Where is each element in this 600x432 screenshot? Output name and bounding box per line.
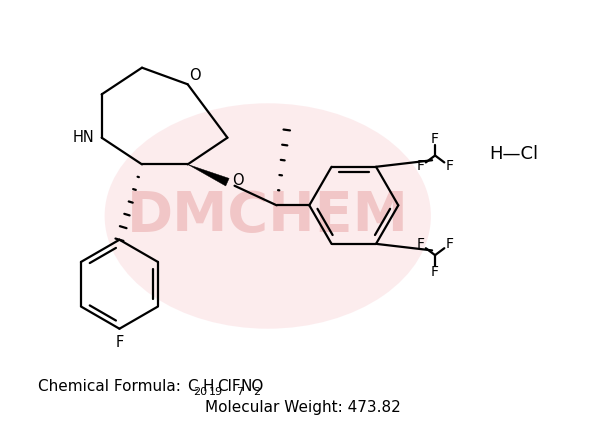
Text: F: F (417, 238, 425, 251)
Text: C: C (187, 379, 198, 394)
Text: DMCHEM: DMCHEM (127, 189, 409, 243)
Text: 7: 7 (236, 387, 243, 397)
Text: F: F (445, 159, 454, 173)
Text: Chemical Formula:: Chemical Formula: (38, 379, 186, 394)
Text: H—Cl: H—Cl (490, 145, 539, 163)
Text: ClF: ClF (217, 379, 241, 394)
Text: O: O (189, 69, 200, 83)
Text: H: H (202, 379, 214, 394)
Text: 19: 19 (208, 387, 223, 397)
Text: HN: HN (73, 130, 95, 145)
Text: F: F (445, 238, 454, 251)
Text: 20: 20 (193, 387, 208, 397)
Text: NO: NO (241, 379, 264, 394)
Text: Molecular Weight: 473.82: Molecular Weight: 473.82 (205, 400, 401, 415)
Text: O: O (232, 173, 244, 188)
Text: F: F (431, 265, 439, 279)
Polygon shape (188, 165, 229, 186)
Text: 2: 2 (253, 387, 260, 397)
Ellipse shape (104, 103, 431, 329)
Text: F: F (115, 335, 124, 350)
Text: F: F (431, 132, 439, 146)
Text: F: F (417, 159, 425, 173)
